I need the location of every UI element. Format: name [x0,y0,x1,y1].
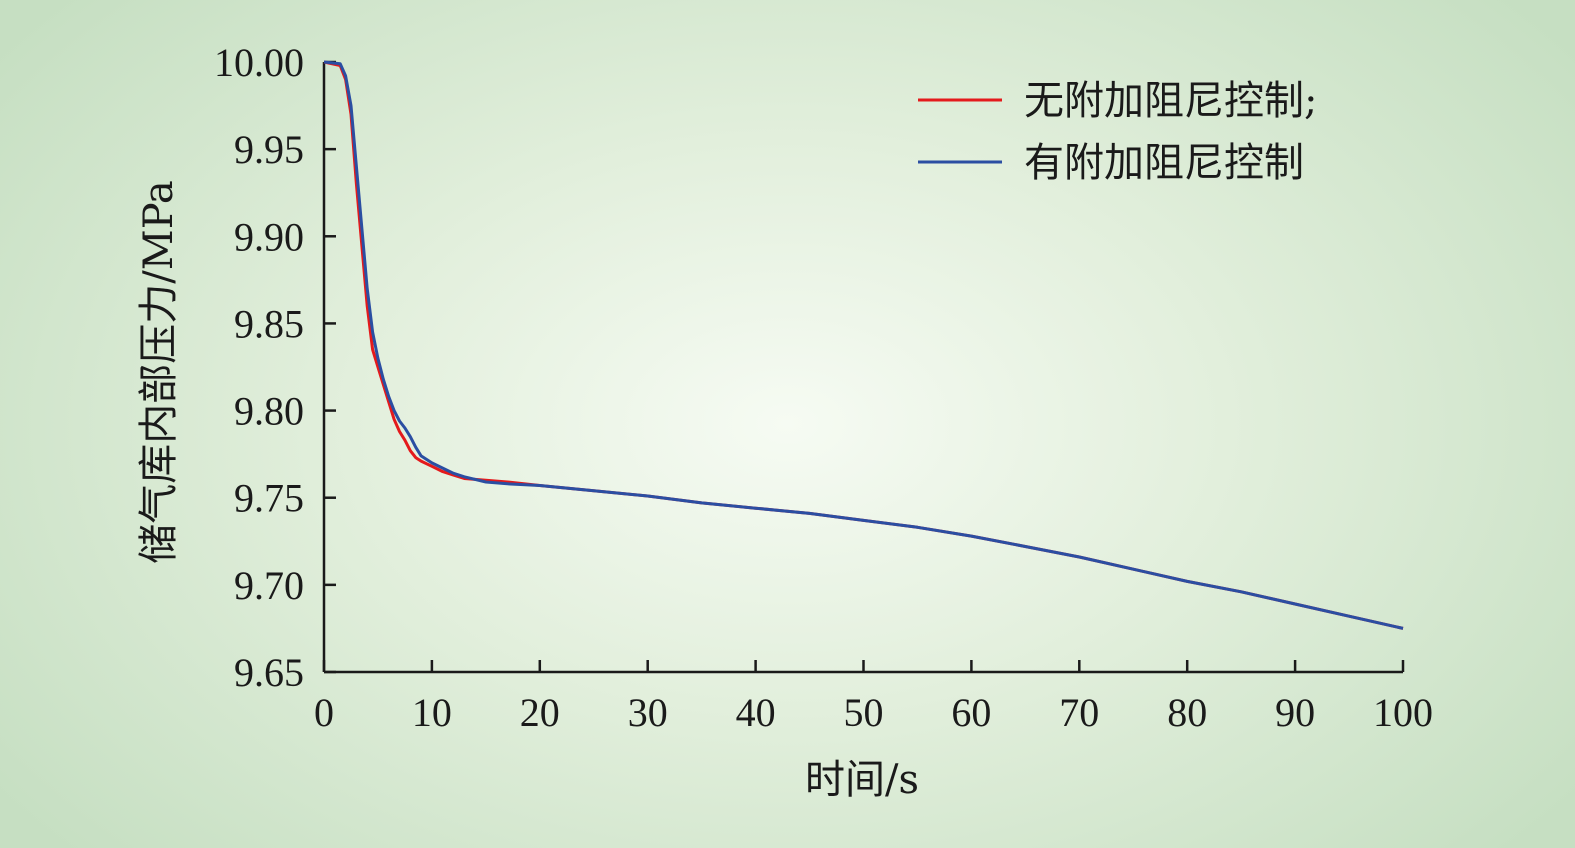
x-tick-label: 50 [844,690,884,735]
y-tick-label: 9.95 [234,127,304,172]
y-tick-label: 9.90 [234,214,304,259]
x-axis-title: 时间/s [805,757,919,803]
x-tick-label: 10 [412,690,452,735]
x-tick-label: 20 [520,690,560,735]
y-tick-label: 9.65 [234,650,304,695]
x-tick-label: 40 [736,690,776,735]
series-line-2 [323,60,1404,630]
x-tick-label: 70 [1059,690,1099,735]
y-tick-label: 9.80 [234,389,304,434]
y-tick-label: 10.00 [214,40,304,85]
legend-label-2: 有附加阻尼控制 [1024,140,1304,186]
y-tick-label: 9.75 [234,476,304,521]
series-layer [323,60,1404,630]
axes: 0 10 20 30 40 50 60 70 80 90 100 10.00 9.95 9.90 9.85 9… [214,40,1433,735]
x-tick-label: 80 [1167,690,1207,735]
x-tick-label: 100 [1373,690,1433,735]
x-tick-label: 0 [314,690,334,735]
y-tick-label: 9.70 [234,563,304,608]
x-tick-label: 60 [951,690,991,735]
legend-label-1: 无附加阻尼控制; [1024,78,1317,124]
x-tick-label: 30 [628,690,668,735]
y-tick-label: 9.85 [234,301,304,346]
x-tick-label: 90 [1275,690,1315,735]
y-axis-title: 储气库内部压力/MPa [136,180,182,563]
legend: 无附加阻尼控制; 有附加阻尼控制 [918,78,1317,186]
